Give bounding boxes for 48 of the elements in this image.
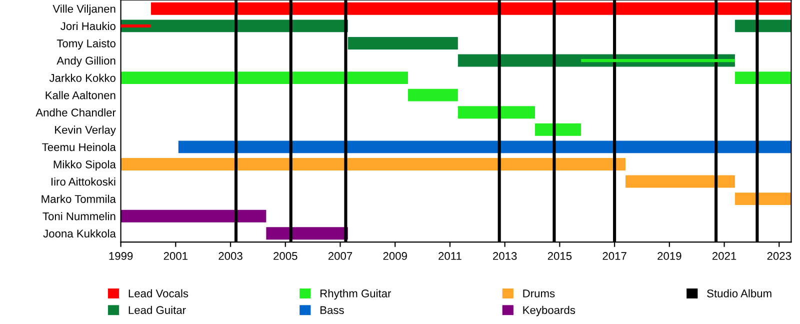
bar [535, 123, 582, 136]
y-tick-label: Marko Tommila [42, 194, 116, 203]
bar [266, 227, 348, 240]
x-tick-label: 2003 [218, 252, 242, 260]
bar [734, 72, 792, 84]
bar [734, 192, 792, 206]
y-tick-label: Kevin Verlay [55, 126, 116, 136]
x-tick-label: 2023 [767, 252, 791, 260]
x-tick-label: 1999 [109, 252, 133, 260]
x-tick-label: 2007 [328, 252, 352, 260]
x-tick-label: 2011 [438, 252, 462, 260]
legend-label: Lead Vocals [128, 289, 188, 298]
bar [120, 20, 348, 32]
legend-label: Studio Album [707, 289, 772, 298]
y-tick-label: Iiro Aittokoski [52, 177, 116, 186]
x-tick-label: 2005 [274, 252, 298, 260]
y-tick-label: Andhe Chandler [36, 108, 116, 117]
x-tick-label: 2001 [164, 252, 188, 260]
legend-label: Rhythm Guitar [320, 289, 392, 300]
y-tick-label: Tomy Laisto [56, 39, 116, 50]
legend-label: Bass [320, 306, 344, 314]
y-tick-label: Jarkko Kokko [49, 74, 116, 82]
y-tick-label: Ville Viljanen [52, 4, 116, 15]
y-tick-label: Joona Kukkola [43, 229, 116, 238]
y-tick-label: Kalle Aaltonen [46, 91, 116, 100]
x-tick-label: 2009 [383, 252, 407, 260]
bar [120, 210, 266, 222]
bar [626, 175, 735, 188]
bar [734, 20, 792, 32]
legend-label: Drums [523, 290, 555, 298]
x-tick-label: 2017 [602, 252, 626, 260]
bar [408, 88, 458, 102]
bar [348, 36, 458, 50]
x-tick-label: 2013 [493, 252, 517, 260]
x-tick-label: 2021 [712, 252, 736, 260]
x-tick-label: 2015 [548, 252, 572, 260]
y-tick-label: Mikko Sipola [54, 160, 116, 171]
bar [120, 72, 408, 84]
y-tick-label: Toni Nummelin [42, 212, 116, 220]
y-tick-label: Teemu Heinola [42, 142, 116, 152]
bar [178, 140, 792, 154]
legend-label: Keyboards [523, 306, 576, 316]
x-tick-label: 2019 [658, 252, 682, 260]
bar [458, 106, 535, 119]
y-tick-label: Andy Gillion [56, 56, 116, 67]
legend-label: Lead Guitar [128, 306, 186, 314]
bar [120, 158, 626, 170]
y-tick-label: Jori Haukio [60, 22, 116, 30]
